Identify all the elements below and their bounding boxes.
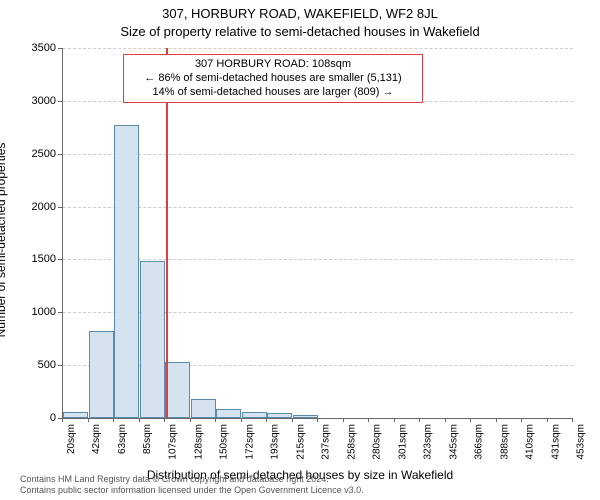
x-tick-label-wrap: 63sqm: [109, 424, 117, 474]
histogram-bar: [114, 125, 139, 418]
x-tick-mark: [317, 418, 318, 422]
x-tick-mark: [215, 418, 216, 422]
histogram-bar: [216, 409, 241, 419]
x-tick-label: 388sqm: [500, 424, 511, 460]
x-tick-label: 280sqm: [372, 424, 383, 460]
x-tick-mark: [521, 418, 522, 422]
y-tick-label: 0: [6, 412, 56, 424]
x-tick-label: 107sqm: [168, 424, 179, 460]
x-tick-label: 215sqm: [296, 424, 307, 460]
x-tick-mark: [113, 418, 114, 422]
x-tick-mark: [62, 418, 63, 422]
x-tick-label: 85sqm: [143, 424, 154, 454]
x-tick-label-wrap: 150sqm: [211, 424, 219, 474]
x-tick-mark: [190, 418, 191, 422]
x-tick-mark: [266, 418, 267, 422]
x-tick-label-wrap: 323sqm: [415, 424, 423, 474]
x-tick-label-wrap: 237sqm: [313, 424, 321, 474]
y-tick-label: 500: [6, 359, 56, 371]
x-tick-mark: [292, 418, 293, 422]
x-tick-mark: [368, 418, 369, 422]
x-tick-label-wrap: 453sqm: [568, 424, 576, 474]
gridline: [63, 207, 573, 208]
x-tick-label: 323sqm: [423, 424, 434, 460]
x-tick-label-wrap: 107sqm: [160, 424, 168, 474]
x-tick-mark: [572, 418, 573, 422]
x-tick-label: 258sqm: [347, 424, 358, 460]
gridline: [63, 154, 573, 155]
chart-container: 307, HORBURY ROAD, WAKEFIELD, WF2 8JL Si…: [0, 0, 600, 500]
x-tick-label: 63sqm: [117, 424, 128, 454]
y-tick-label: 3000: [6, 95, 56, 107]
x-tick-label-wrap: 215sqm: [288, 424, 296, 474]
chart-title-main: 307, HORBURY ROAD, WAKEFIELD, WF2 8JL: [0, 6, 600, 21]
histogram-bar: [63, 412, 88, 418]
annotation-line1: 307 HORBURY ROAD: 108sqm: [130, 58, 416, 72]
histogram-bar: [191, 399, 216, 418]
y-tick-label: 1000: [6, 306, 56, 318]
x-tick-mark: [547, 418, 548, 422]
y-tick-label: 3500: [6, 42, 56, 54]
x-tick-label-wrap: 20sqm: [58, 424, 66, 474]
histogram-bar: [140, 261, 165, 419]
x-tick-mark: [470, 418, 471, 422]
x-tick-label: 237sqm: [321, 424, 332, 460]
x-tick-mark: [445, 418, 446, 422]
x-tick-label: 172sqm: [245, 424, 256, 460]
x-tick-label-wrap: 431sqm: [543, 424, 551, 474]
x-tick-mark: [88, 418, 89, 422]
x-tick-mark: [394, 418, 395, 422]
marker-line: [166, 48, 168, 418]
plot-area: 307 HORBURY ROAD: 108sqm ← 86% of semi-d…: [62, 48, 573, 419]
annotation-box: 307 HORBURY ROAD: 108sqm ← 86% of semi-d…: [123, 54, 423, 103]
chart-title-sub: Size of property relative to semi-detach…: [0, 24, 600, 39]
x-tick-label-wrap: 85sqm: [135, 424, 143, 474]
x-tick-label-wrap: 172sqm: [237, 424, 245, 474]
y-tick-label: 2000: [6, 201, 56, 213]
x-tick-label-wrap: 193sqm: [262, 424, 270, 474]
x-tick-label: 20sqm: [66, 424, 77, 454]
gridline: [63, 48, 573, 49]
attribution-line2: Contains public sector information licen…: [20, 485, 364, 496]
x-tick-label: 301sqm: [398, 424, 409, 460]
x-tick-mark: [139, 418, 140, 422]
histogram-bar: [293, 415, 318, 418]
x-tick-mark: [343, 418, 344, 422]
x-tick-label-wrap: 388sqm: [492, 424, 500, 474]
x-tick-label: 42sqm: [92, 424, 103, 454]
x-tick-label-wrap: 301sqm: [390, 424, 398, 474]
x-tick-label: 366sqm: [474, 424, 485, 460]
x-tick-label: 128sqm: [194, 424, 205, 460]
x-tick-label: 345sqm: [449, 424, 460, 460]
y-tick-label: 2500: [6, 148, 56, 160]
x-tick-label: 410sqm: [525, 424, 536, 460]
x-tick-label-wrap: 258sqm: [339, 424, 347, 474]
histogram-bar: [89, 331, 114, 418]
x-tick-mark: [496, 418, 497, 422]
x-tick-label-wrap: 128sqm: [186, 424, 194, 474]
attribution-line1: Contains HM Land Registry data © Crown c…: [20, 474, 364, 485]
histogram-bar: [242, 412, 267, 418]
attribution: Contains HM Land Registry data © Crown c…: [20, 474, 364, 496]
x-tick-mark: [241, 418, 242, 422]
x-tick-label: 431sqm: [551, 424, 562, 460]
x-tick-mark: [419, 418, 420, 422]
x-tick-label-wrap: 42sqm: [84, 424, 92, 474]
histogram-bar: [165, 362, 190, 418]
x-tick-label: 453sqm: [576, 424, 587, 460]
y-tick-label: 1500: [6, 253, 56, 265]
histogram-bar: [267, 413, 292, 418]
x-tick-label-wrap: 345sqm: [441, 424, 449, 474]
x-tick-label-wrap: 280sqm: [364, 424, 372, 474]
x-tick-label: 193sqm: [270, 424, 281, 460]
x-tick-label: 150sqm: [219, 424, 230, 460]
x-tick-mark: [164, 418, 165, 422]
x-tick-label-wrap: 410sqm: [517, 424, 525, 474]
annotation-line3: 14% of semi-detached houses are larger (…: [130, 86, 416, 100]
annotation-line2: ← 86% of semi-detached houses are smalle…: [130, 72, 416, 86]
x-tick-label-wrap: 366sqm: [466, 424, 474, 474]
